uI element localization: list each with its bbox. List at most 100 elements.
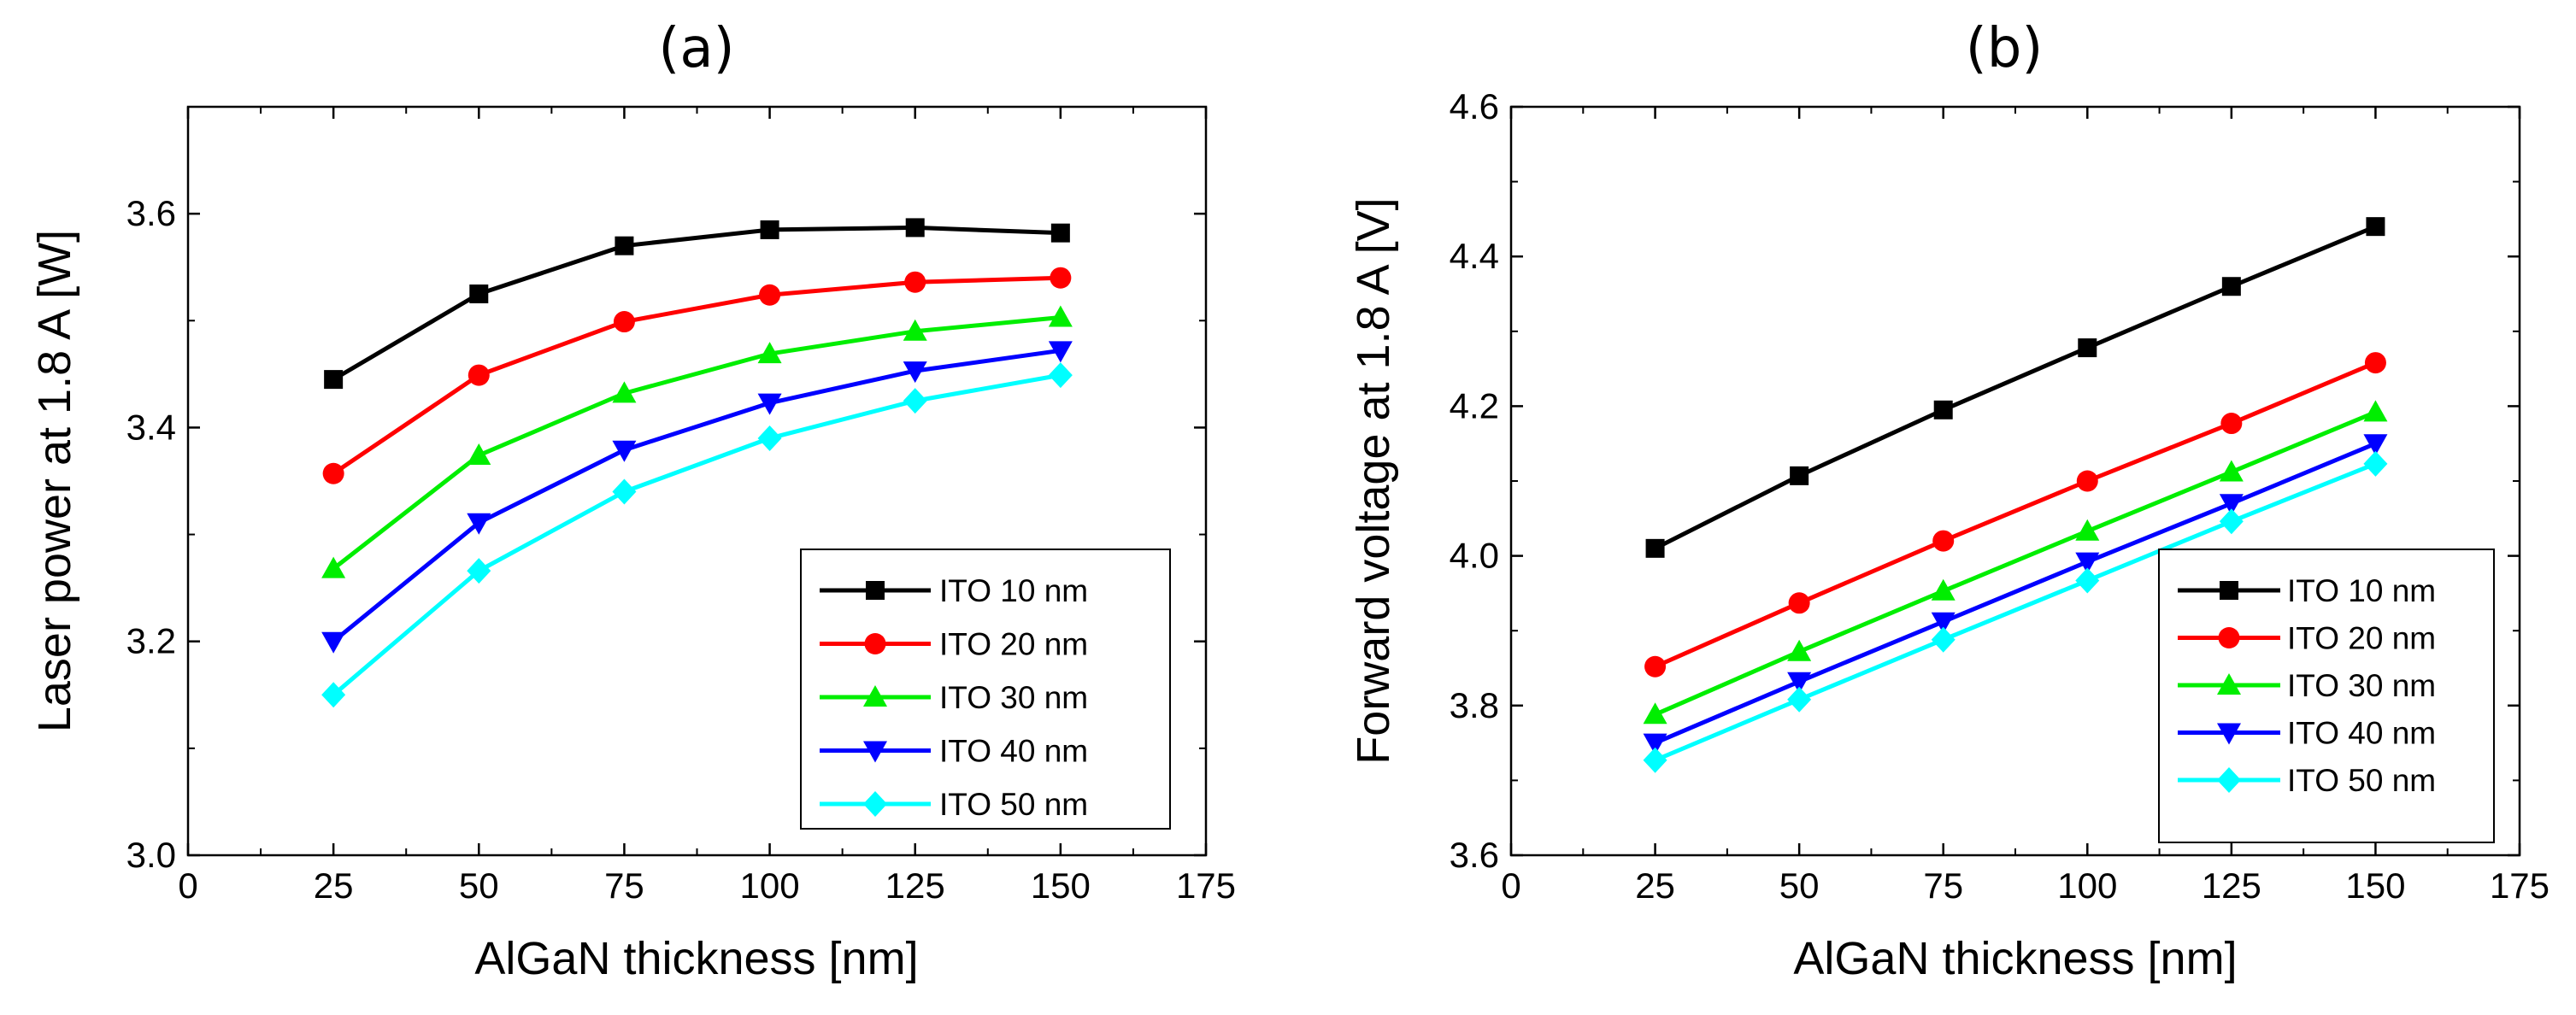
panel-a-legend-box	[800, 549, 1171, 830]
legend-label: ITO 10 nm	[939, 573, 1088, 608]
panel-b-legend-box	[2158, 549, 2495, 843]
legend-item: ITO 40 nm	[820, 734, 1088, 769]
series-line	[332, 225, 1061, 382]
chart-panel-b: (b) 0 25 50 75 100 125 150 175 3.6 3.8 4.0 4.2 4.4 4…	[1348, 17, 2550, 984]
legend-marker	[864, 633, 886, 654]
data-point	[2078, 338, 2097, 358]
legend-label: ITO 40 nm	[939, 734, 1088, 769]
data-point	[757, 342, 782, 364]
data-point	[321, 631, 346, 654]
data-point	[2075, 567, 2100, 594]
panel-a-legend-items: ITO 10 nm ITO 20 nm ITO 30 nm ITO 40 nm ITO …	[820, 573, 1088, 822]
data-point	[2075, 552, 2100, 574]
legend-item: ITO 40 nm	[2178, 716, 2436, 751]
legend-label: ITO 20 nm	[2287, 621, 2436, 656]
data-point	[1931, 578, 1956, 601]
data-point	[1048, 305, 1073, 327]
data-point	[467, 443, 491, 465]
y-tick-label: 4.6	[1450, 86, 1499, 126]
data-point	[1790, 466, 1809, 485]
legend-item: ITO 10 nm	[820, 573, 1088, 608]
x-tick-label: 150	[1031, 865, 1091, 906]
legend-item: ITO 20 nm	[820, 627, 1088, 662]
data-point	[612, 478, 637, 505]
x-tick-label: 175	[2490, 865, 2550, 906]
data-point	[468, 364, 490, 386]
data-point	[760, 220, 779, 239]
data-point	[2366, 217, 2385, 237]
data-point	[2364, 352, 2386, 374]
legend-label: ITO 40 nm	[2287, 716, 2436, 751]
data-point	[2219, 494, 2244, 516]
series-line	[1654, 224, 2377, 551]
legend-label: ITO 50 nm	[2287, 763, 2436, 798]
x-tick-label: 125	[2202, 865, 2261, 906]
data-point	[905, 218, 925, 238]
x-tick-label: 150	[2345, 865, 2405, 906]
data-point	[1933, 400, 1953, 419]
data-point	[1643, 733, 1667, 755]
data-point	[1643, 702, 1667, 725]
data-point	[2363, 434, 2388, 456]
series-line	[1654, 361, 2377, 669]
legend-item: ITO 50 nm	[820, 787, 1088, 822]
data-point	[2363, 450, 2388, 477]
data-point	[1050, 267, 1072, 289]
x-tick-label: 50	[459, 865, 499, 906]
x-tick-label: 175	[1176, 865, 1236, 906]
series-line	[1654, 410, 2377, 717]
data-point	[469, 285, 489, 303]
chart-panel-a: (a) 0 25 50 75 100 125 150 175 3.0 3.2 3.4 3.6 AlG…	[29, 17, 1236, 984]
panel-b-x-axis-label: AlGaN thickness [nm]	[1793, 933, 2237, 984]
data-point	[322, 462, 344, 484]
series-ito-20-nm	[322, 267, 1072, 484]
legend-label: ITO 50 nm	[939, 787, 1088, 822]
legend-marker	[863, 791, 887, 817]
data-point	[613, 311, 635, 333]
data-point	[2219, 508, 2244, 535]
legend-item: ITO 10 nm	[2178, 573, 2436, 608]
legend-label: ITO 20 nm	[939, 627, 1088, 662]
legend-item: ITO 30 nm	[2178, 668, 2436, 703]
data-point	[2363, 400, 2388, 422]
legend-item: ITO 30 nm	[820, 680, 1088, 715]
panel-b-y-ticks: 3.6 3.8 4.0 4.2 4.4 4.6	[1450, 86, 2520, 875]
series-ito-50-nm	[321, 362, 1073, 708]
series-ito-40-nm	[1643, 434, 2388, 755]
panel-a-title: (a)	[658, 17, 734, 80]
data-point	[1048, 362, 1073, 389]
data-point	[2076, 470, 2098, 492]
legend-marker	[2218, 627, 2240, 648]
legend-label: ITO 10 nm	[2287, 573, 2436, 608]
panel-a-legend: ITO 10 nm ITO 20 nm ITO 30 nm ITO 40 nm ITO …	[800, 549, 1171, 830]
legend-marker	[863, 685, 887, 707]
data-point	[2219, 460, 2244, 482]
y-tick-label: 4.4	[1450, 236, 1499, 276]
data-point	[615, 236, 634, 255]
data-point	[1931, 612, 1956, 634]
data-point	[1787, 672, 1812, 694]
data-point	[1645, 538, 1665, 558]
data-point	[467, 513, 491, 535]
panel-a-y-ticks: 3.0 3.2 3.4 3.6	[126, 106, 1206, 875]
series-ito-20-nm	[1644, 352, 2386, 678]
data-point	[467, 558, 491, 584]
data-point	[1644, 655, 1667, 678]
series-ito-10-nm	[1645, 217, 2385, 558]
data-point	[612, 381, 637, 403]
data-point	[759, 284, 781, 306]
series-ito-50-nm	[1643, 450, 2388, 773]
legend-marker	[863, 741, 887, 763]
data-point	[904, 271, 926, 293]
y-tick-label: 3.6	[126, 193, 176, 233]
x-tick-label: 50	[1779, 865, 1820, 906]
data-point	[1931, 626, 1956, 653]
panel-a-x-ticks: 0 25 50 75 100 125 150 175	[178, 107, 1236, 906]
x-tick-label: 25	[1635, 865, 1675, 906]
panel-b-title: (b)	[1966, 17, 2044, 80]
data-point	[1643, 747, 1667, 773]
data-point	[324, 370, 344, 390]
legend-marker	[866, 581, 885, 600]
y-tick-label: 3.6	[1450, 835, 1499, 875]
